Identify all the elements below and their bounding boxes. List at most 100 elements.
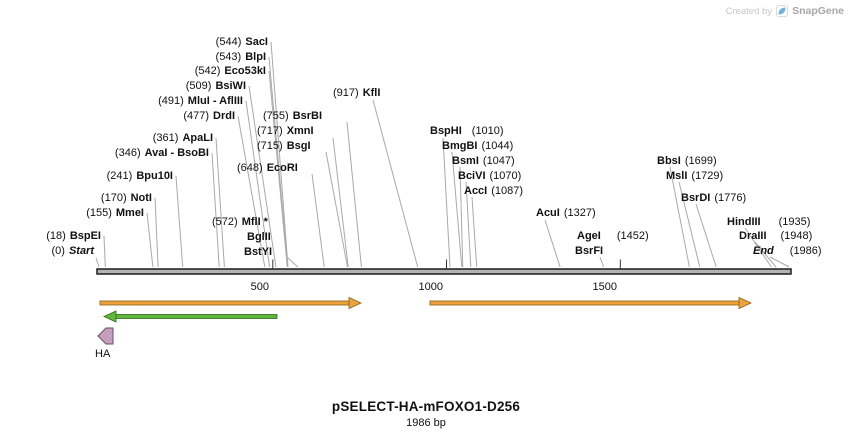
site-label-saci: (544) SacI bbox=[216, 35, 268, 49]
ha-tag-shape bbox=[97, 327, 114, 345]
site-label-draiii: DraIII (1948) bbox=[739, 229, 812, 243]
callout-line bbox=[695, 203, 717, 268]
site-name: AccI bbox=[464, 185, 488, 197]
site-label-bmgbi: BmgBI (1044) bbox=[442, 139, 513, 153]
site-pos: (648) bbox=[237, 162, 263, 174]
callout-line bbox=[459, 166, 464, 268]
site-label-bpu10i: (241) Bpu10I bbox=[107, 169, 173, 183]
site-pos: (917) bbox=[333, 87, 359, 99]
site-label-avai-bsobi: (346) AvaI - BsoBI bbox=[115, 146, 209, 160]
site-pos: (170) bbox=[100, 192, 127, 204]
site-label-bspei: (18) BspEI bbox=[46, 229, 101, 243]
callout-line bbox=[270, 41, 289, 268]
callout-line bbox=[311, 173, 325, 268]
map-title: pSELECT-HA-mFOXO1-D256 bbox=[331, 399, 521, 414]
site-pos: (542) bbox=[194, 65, 221, 77]
site-pos: (544) bbox=[215, 36, 242, 48]
site-label-bbsi: BbsI (1699) bbox=[657, 154, 717, 168]
site-name: BsmI bbox=[452, 155, 479, 167]
backbone-line bbox=[96, 268, 792, 275]
site-label-bsrdi: BsrDI (1776) bbox=[681, 191, 746, 205]
callout-line bbox=[237, 115, 266, 268]
callout-line bbox=[346, 121, 362, 268]
site-name: NotI bbox=[130, 192, 152, 204]
site-name: MmeI bbox=[115, 207, 144, 219]
site-pos: (1070) bbox=[489, 170, 522, 182]
site-pos: (1044) bbox=[481, 140, 514, 152]
site-pos: (509) bbox=[185, 80, 212, 92]
site-pos: (1699) bbox=[684, 155, 717, 167]
site-label-blpi: (543) BlpI bbox=[216, 50, 266, 64]
site-name: Bpu10I bbox=[136, 170, 173, 182]
site-pos: (717) bbox=[257, 125, 283, 137]
callout-line bbox=[769, 256, 790, 268]
site-name: MluI - AflIII bbox=[187, 95, 243, 107]
site-name: AgeI bbox=[577, 230, 601, 242]
site-label-bsgi: (715) BsgI bbox=[257, 139, 311, 153]
snapgene-logo-icon bbox=[776, 5, 789, 17]
callout-line bbox=[678, 181, 701, 268]
ha-tag-label: HA bbox=[95, 348, 111, 360]
callout-line bbox=[754, 241, 777, 268]
site-name: Eco53kI bbox=[224, 65, 266, 77]
site-name: BlpI bbox=[245, 51, 266, 63]
site-name: DrdI bbox=[213, 110, 235, 122]
site-name: BciVI bbox=[458, 170, 486, 182]
site-name: Start bbox=[68, 245, 94, 257]
site-name: End bbox=[753, 245, 774, 257]
site-pos: (1452) bbox=[616, 230, 649, 242]
site-label-apali: (361) ApaLI bbox=[153, 131, 213, 145]
site-pos: (1729) bbox=[691, 170, 724, 182]
site-name: BbsI bbox=[657, 155, 681, 167]
callout-line bbox=[669, 166, 690, 268]
site-pos: (755) bbox=[263, 110, 289, 122]
site-name: BsrBI bbox=[292, 110, 323, 122]
callout-line bbox=[471, 196, 478, 268]
site-pos: (1935) bbox=[778, 216, 811, 228]
site-label-bglii: BglII bbox=[247, 230, 271, 244]
site-name: ApaLI bbox=[182, 132, 213, 144]
forward-feature-arrow-2-head bbox=[738, 296, 752, 310]
callout-line bbox=[465, 181, 472, 268]
site-label-bsrfi: BsrFI bbox=[575, 244, 607, 258]
watermark-brand: SnapGene bbox=[792, 5, 844, 17]
callout-line bbox=[372, 99, 419, 268]
site-label-ecori: (648) EcoRI bbox=[237, 161, 298, 175]
site-name: EcoRI bbox=[266, 162, 298, 174]
site-label-mmei: (155) MmeI bbox=[86, 206, 144, 220]
site-pos: (346) bbox=[114, 147, 141, 159]
site-name: BstYI bbox=[244, 246, 273, 258]
site-label-xmni: (717) XmnI bbox=[257, 124, 314, 138]
ruler-tick-label: 1000 bbox=[418, 281, 443, 293]
callout-line bbox=[103, 235, 106, 268]
site-pos: (155) bbox=[86, 207, 112, 219]
site-name: BsrDI bbox=[681, 192, 711, 204]
callout-line bbox=[599, 256, 605, 268]
callout-line bbox=[248, 85, 277, 268]
site-label-noti: (170) NotI bbox=[101, 191, 152, 205]
callout-line bbox=[268, 56, 289, 268]
site-name: BsgI bbox=[286, 140, 311, 152]
callout-line bbox=[451, 151, 463, 268]
site-pos: (1087) bbox=[491, 185, 524, 197]
site-label-agei: AgeI (1452) bbox=[577, 229, 649, 243]
site-pos: (1948) bbox=[780, 230, 813, 242]
callout-line bbox=[154, 197, 159, 268]
site-name: BglII bbox=[247, 231, 271, 243]
site-name: SacI bbox=[245, 36, 268, 48]
site-label-kfli: (917) KflI bbox=[333, 86, 380, 100]
site-name: XmnI bbox=[286, 125, 314, 137]
site-label-hindiii: HindIII (1935) bbox=[727, 215, 810, 229]
site-pos: (1047) bbox=[482, 155, 515, 167]
callout-line bbox=[175, 175, 184, 268]
site-label-bcivi: BciVI (1070) bbox=[458, 169, 521, 183]
callout-line bbox=[146, 212, 154, 268]
site-pos: (1776) bbox=[714, 192, 747, 204]
watermark-created-by: Created by bbox=[725, 5, 773, 17]
site-label-bsiwi: (509) BsiWI bbox=[186, 79, 246, 93]
reverse-feature-arrow-head bbox=[103, 310, 117, 323]
site-label-bsmi: BsmI (1047) bbox=[452, 154, 515, 168]
callout-line bbox=[332, 137, 349, 268]
site-name: BspEI bbox=[69, 230, 101, 242]
